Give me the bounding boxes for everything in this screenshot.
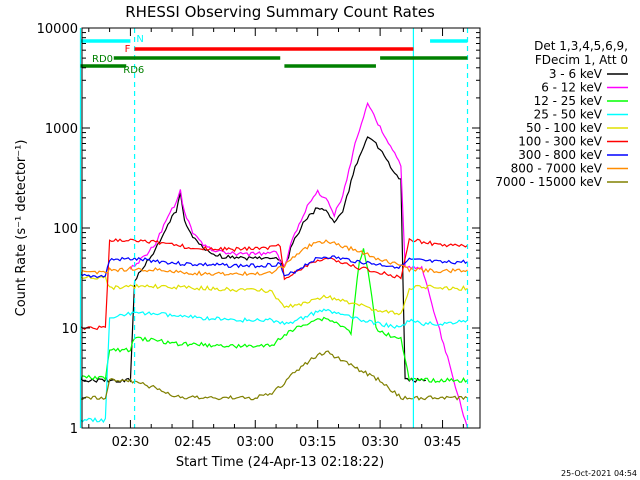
series-line-0 (80, 136, 427, 383)
segment-label-3: RD0 (92, 54, 113, 65)
series-line-2 (80, 248, 468, 383)
y-tick-label: 1000 (45, 122, 78, 137)
series-line-7 (79, 239, 468, 277)
legend-label-2: 12 - 25 keV (534, 94, 603, 108)
x-tick-label: 02:45 (174, 435, 211, 450)
segment-label-2: F (125, 44, 131, 55)
series-line-5 (80, 237, 468, 331)
legend-label-5: 100 - 300 keV (518, 135, 602, 149)
series-line-8 (80, 350, 468, 401)
y-tick-label: 10000 (37, 22, 78, 37)
segment-label-6: RD6 (123, 65, 144, 76)
series-line-4 (80, 275, 468, 316)
legend-header-line-2: FDecim 1, Att 0 (535, 53, 628, 67)
legend-header-line-1: Det 1,3,4,5,6,9, (534, 39, 628, 53)
timestamp: 25-Oct-2021 04:54 (561, 469, 637, 478)
legend-label-0: 3 - 6 keV (549, 67, 603, 81)
legend: Det 1,3,4,5,6,9, FDecim 1, Att 0 3 - 6 k… (495, 39, 628, 189)
legend-label-8: 7000 - 15000 keV (495, 175, 602, 189)
x-tick-label: 03:30 (361, 435, 398, 450)
axes: 1 10 100 1000 10000 02:30 02:45 03:00 03:15 03:30… (37, 22, 481, 450)
x-tick-label: 03:15 (299, 435, 336, 450)
chart-title: RHESSI Observing Summary Count Rates (125, 3, 435, 21)
legend-label-6: 300 - 800 keV (518, 148, 602, 162)
x-axis-label: Start Time (24-Apr-13 02:18:22) (176, 455, 384, 470)
plot-area (79, 101, 469, 429)
legend-label-1: 6 - 12 keV (541, 81, 603, 95)
segment-label-0: N (136, 34, 143, 45)
state-annotations: NF RD0 RD6 (79, 28, 469, 428)
y-tick-label: 100 (53, 222, 78, 237)
legend-label-4: 50 - 100 keV (526, 121, 603, 135)
y-tick-label: 10 (61, 322, 78, 337)
x-tick-label: 03:45 (424, 435, 461, 450)
x-tick-label: 03:00 (237, 435, 274, 450)
series-line-6 (80, 255, 468, 279)
y-tick-label: 1 (70, 422, 78, 437)
legend-label-3: 25 - 50 keV (534, 108, 603, 122)
plot-frame (81, 27, 481, 429)
x-tick-label: 02:30 (112, 435, 149, 450)
series-line-3 (80, 308, 468, 424)
y-axis-label: Count Rate (s⁻¹ detector⁻¹) (14, 140, 29, 317)
legend-label-7: 800 - 7000 keV (511, 162, 603, 176)
